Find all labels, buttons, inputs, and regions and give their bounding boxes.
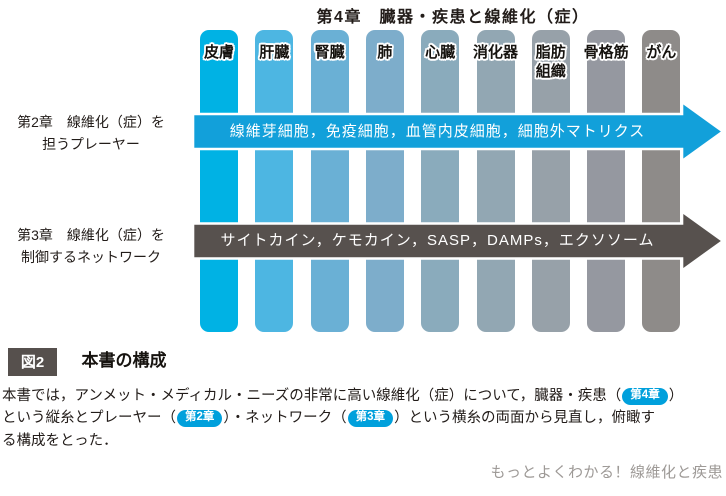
- organ-bar-label: 心臓: [425, 44, 456, 61]
- caption-text-segment: ）: [668, 388, 684, 404]
- chapter2-label-line2: 担うプレーヤー: [42, 136, 140, 152]
- chapter-pill: 第2章: [177, 409, 223, 427]
- organ-bar-label: 皮膚: [203, 44, 235, 61]
- chapter4-title: 第4章 臓器・疾患と線維化（症）: [316, 9, 590, 26]
- organ-bar-9: がん: [642, 30, 681, 332]
- players-arrow-label: 線維芽細胞，免疫細胞，血管内皮細胞，細胞外マトリクス: [229, 123, 646, 140]
- book-title-footer: もっとよくわかる！線維化と疾患: [490, 464, 723, 481]
- organ-bar-2: 肝臓: [255, 30, 294, 332]
- chapter3-label-line1: 第3章 線維化（症）を: [17, 227, 165, 243]
- organ-bar-label: 肺: [377, 44, 393, 61]
- chapter2-label: 第2章 線維化（症）を 担うプレーヤー: [4, 111, 178, 155]
- caption-text-segment: という縦糸とプレーヤー（: [2, 410, 176, 427]
- organ-bar-label: 消化器: [472, 44, 519, 61]
- organ-bar-5: 心臓: [421, 30, 460, 332]
- organ-bar-7: 脂肪 組織: [531, 30, 570, 332]
- organ-bar-1: 皮膚: [200, 30, 238, 332]
- caption-line: る構成をとった．: [2, 430, 724, 452]
- figure-caption: 図2 本書の構成 本書では，アンメット・メディカル・ニーズの非常に高い線維化（症…: [2, 346, 724, 452]
- organ-bar-label: がん: [646, 44, 677, 61]
- chapter2-label-line1: 第2章 線維化（症）を: [17, 114, 165, 130]
- caption-line: という縦糸とプレーヤー（ 第2章 ）・ネットワーク（ 第3章 ）という横糸の両面から見直…: [2, 407, 724, 429]
- network-arrow: [191, 208, 726, 274]
- organ-bar-3: 腎臓: [310, 30, 349, 332]
- caption-line: 本書では，アンメット・メディカル・ニーズの非常に高い線維化（症）について，臓器・…: [2, 385, 724, 407]
- figure-number-badge: 図2: [8, 348, 57, 376]
- caption-text-segment: ）という横糸の両面から見直し，俯瞰す: [394, 410, 656, 427]
- caption-text-segment: る構成をとった．: [2, 432, 118, 449]
- chapter3-label: 第3章 線維化（症）を 制御するネットワーク: [4, 224, 178, 268]
- chapter-pill: 第4章: [622, 387, 668, 405]
- network-arrow-label: サイトカイン，ケモカイン，SASP，DAMPs，エクソソーム: [220, 232, 655, 249]
- figure-caption-text: 本書では，アンメット・メディカル・ニーズの非常に高い線維化（症）について，臓器・…: [2, 385, 724, 452]
- organ-bar-label: 肝臓: [259, 44, 290, 61]
- figure-caption-header: 図2 本書の構成: [2, 346, 724, 376]
- caption-text-segment: ）・ネットワーク（: [223, 410, 347, 427]
- players-arrow: [191, 99, 726, 164]
- figure-caption-title: 本書の構成: [81, 351, 167, 370]
- organ-bar-4: 肺: [365, 30, 404, 332]
- organ-bar-6: 消化器: [473, 30, 518, 332]
- organ-bar-label: 腎臓: [314, 44, 345, 61]
- caption-text-segment: 本書では，アンメット・メディカル・ニーズの非常に高い線維化（症）について，臓器・…: [2, 388, 622, 404]
- organ-bar-label: 脂肪 組織: [535, 44, 566, 80]
- organ-bar-label: 骨格筋: [583, 44, 629, 61]
- chapter3-label-line2: 制御するネットワーク: [21, 249, 161, 265]
- organ-bar-8: 骨格筋: [584, 30, 629, 332]
- chapter-pill: 第3章: [347, 409, 394, 427]
